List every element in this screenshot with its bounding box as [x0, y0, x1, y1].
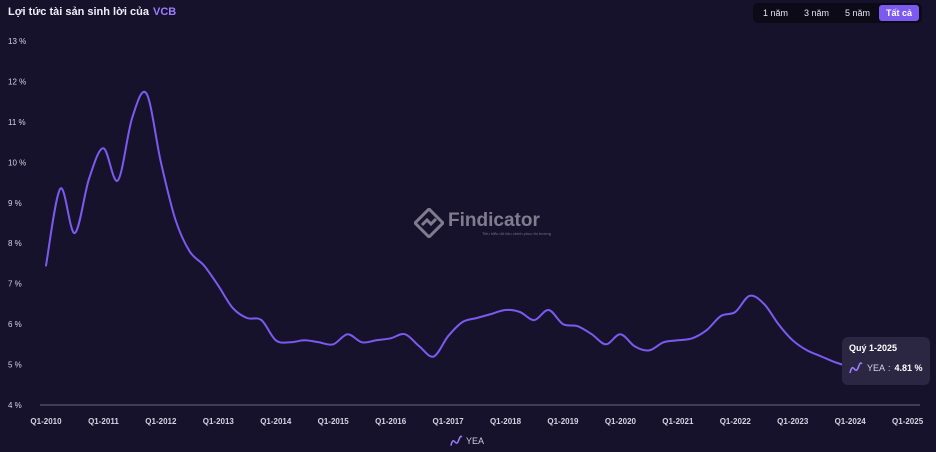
tooltip-title: Quý 1-2025: [849, 343, 898, 353]
yea-series-line[interactable]: [45, 90, 909, 374]
x-tick-label: Q1-2021: [662, 417, 694, 426]
ticker-label: VCB: [152, 6, 177, 18]
x-tick-label: Q1-2015: [318, 417, 350, 426]
chart-legend[interactable]: YEA: [450, 435, 484, 447]
findicator-watermark: Findicator Tiêu hiểu dữ liệu chính phục …: [414, 208, 551, 238]
range-all-button[interactable]: Tất cả: [878, 5, 919, 21]
y-tick-label: 6 %: [8, 320, 22, 329]
chart-title: Lợi tức tài sản sinh lời của VCB: [8, 6, 176, 18]
x-tick-label: Q1-2020: [605, 417, 637, 426]
x-tick-label: Q1-2013: [203, 417, 235, 426]
findicator-logo-icon: [414, 208, 444, 238]
x-tick-label: Q1-2018: [490, 417, 522, 426]
x-axis: Q1-2010 Q1-2011 Q1-2012 Q1-2013 Q1-2014 Q1-20…: [30, 417, 923, 426]
time-range-selector: 1 năm 3 năm 5 năm Tất cả: [752, 3, 922, 23]
x-tick-label: Q1-2010: [30, 417, 62, 426]
x-tick-label: Q1-2016: [375, 417, 407, 426]
y-tick-label: 7 %: [8, 280, 22, 289]
range-3-year-button[interactable]: 3 năm: [803, 8, 829, 18]
watermark-brand: Findicator: [448, 209, 540, 231]
watermark-tagline: Tiêu hiểu dữ liệu chính phục thị trường: [482, 230, 551, 236]
data-tooltip: Quý 1-2025 YEA : 4.81 %: [842, 337, 930, 385]
range-5-year-button[interactable]: 5 năm: [844, 8, 870, 18]
tooltip-separator: :: [888, 363, 891, 373]
y-tick-label: 11 %: [8, 118, 26, 127]
y-tick-label: 4 %: [8, 401, 22, 410]
x-tick-label: Q1-2025: [892, 417, 924, 426]
y-tick-label: 10 %: [8, 158, 26, 167]
line-series-icon: [849, 362, 863, 374]
x-tick-label: Q1-2011: [88, 417, 119, 426]
y-axis: 4 % 5 % 6 % 7 % 8 % 9 % 10 % 11 % 12 % 13 %: [8, 37, 26, 410]
range-1-year-button[interactable]: 1 năm: [762, 8, 788, 18]
x-tick-label: Q1-2017: [433, 417, 465, 426]
y-tick-label: 13 %: [8, 37, 26, 46]
y-tick-label: 9 %: [8, 199, 22, 208]
x-tick-label: Q1-2024: [835, 417, 867, 426]
tooltip-value: 4.81 %: [894, 363, 923, 373]
y-tick-label: 12 %: [8, 77, 26, 86]
x-tick-label: Q1-2019: [547, 417, 579, 426]
x-tick-label: Q1-2022: [720, 417, 752, 426]
legend-line-icon: [450, 435, 463, 446]
x-tick-label: Q1-2012: [145, 417, 177, 426]
x-tick-label: Q1-2014: [260, 417, 292, 426]
chart-title-text: Lợi tức tài sản sinh lời của: [8, 6, 149, 18]
x-tick-label: Q1-2023: [777, 417, 809, 426]
tooltip-series-name: YEA: [867, 363, 886, 373]
legend-label: YEA: [466, 436, 485, 446]
y-tick-label: 5 %: [8, 361, 22, 370]
y-tick-label: 8 %: [8, 239, 22, 248]
